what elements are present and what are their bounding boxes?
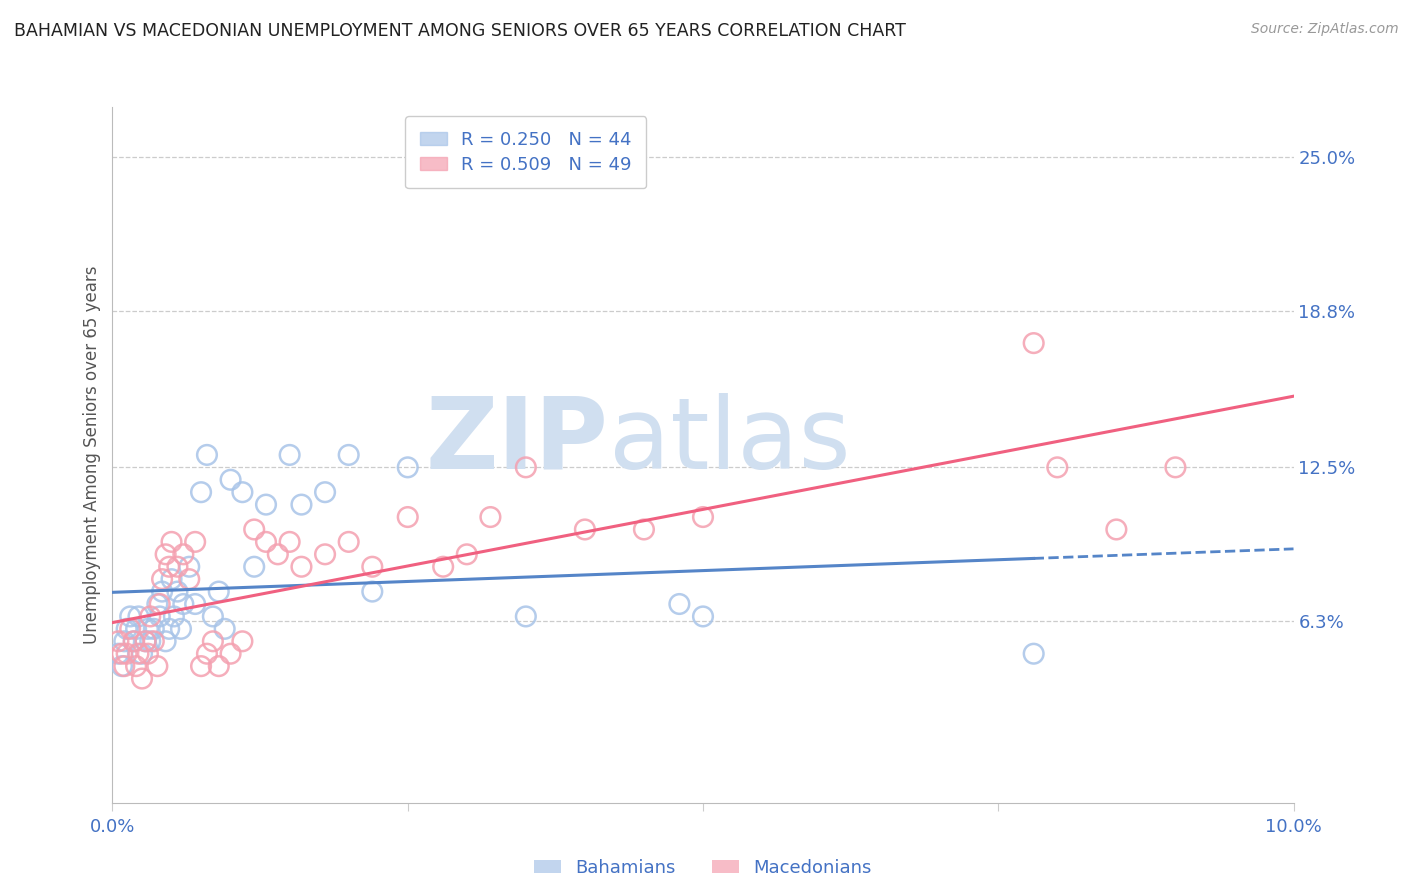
Point (574, 523, 596, 537)
Point (166, 559, 188, 574)
Point (131, 672, 153, 686)
Point (111, 659, 134, 673)
Point (1164, 460, 1187, 475)
Point (219, 647, 242, 661)
Point (267, 547, 290, 561)
Point (107, 647, 129, 661)
Point (208, 584, 231, 599)
Point (111, 647, 134, 661)
Point (692, 609, 714, 624)
Point (112, 634, 135, 648)
Point (396, 510, 419, 524)
Point (337, 535, 360, 549)
Point (231, 634, 253, 648)
Point (208, 659, 231, 673)
Point (184, 597, 207, 611)
Point (149, 609, 172, 624)
Point (122, 634, 145, 648)
Point (190, 659, 212, 673)
Point (1022, 647, 1045, 661)
Point (127, 647, 149, 661)
Point (515, 609, 537, 624)
Point (150, 584, 173, 599)
Point (633, 523, 655, 537)
Point (166, 584, 188, 599)
Point (195, 647, 218, 661)
Point (155, 634, 177, 648)
Point (125, 659, 148, 673)
Text: atlas: atlas (609, 392, 851, 490)
Legend: Bahamians, Macedonians: Bahamians, Macedonians (527, 852, 879, 884)
Point (125, 622, 148, 636)
Point (214, 622, 236, 636)
Point (479, 510, 502, 524)
Point (254, 535, 277, 549)
Y-axis label: Unemployment Among Seniors over 65 years: Unemployment Among Seniors over 65 years (83, 266, 101, 644)
Point (136, 647, 159, 661)
Point (515, 460, 537, 475)
Point (243, 523, 266, 537)
Point (157, 559, 180, 574)
Point (115, 647, 138, 661)
Point (201, 609, 224, 624)
Point (190, 485, 212, 500)
Point (131, 647, 153, 661)
Point (184, 535, 207, 549)
Point (396, 460, 419, 475)
Point (231, 485, 253, 500)
Point (135, 634, 157, 648)
Point (135, 634, 157, 648)
Point (142, 622, 165, 636)
Point (201, 634, 224, 648)
Point (150, 572, 173, 586)
Point (160, 535, 183, 549)
Point (1105, 523, 1128, 537)
Point (122, 634, 145, 648)
Point (278, 535, 301, 549)
Point (170, 622, 193, 636)
Point (219, 473, 242, 487)
Point (254, 498, 277, 512)
Point (146, 659, 169, 673)
Point (179, 559, 201, 574)
Point (139, 609, 162, 624)
Point (139, 634, 162, 648)
Point (179, 572, 201, 586)
Point (243, 559, 266, 574)
Point (160, 572, 183, 586)
Point (120, 609, 142, 624)
Point (1046, 460, 1069, 475)
Point (172, 597, 194, 611)
Point (195, 448, 218, 462)
Point (136, 622, 159, 636)
Point (115, 622, 138, 636)
Point (1022, 336, 1045, 351)
Point (456, 547, 478, 561)
Point (278, 448, 301, 462)
Point (107, 634, 129, 648)
Point (155, 547, 177, 561)
Point (163, 609, 186, 624)
Point (314, 485, 336, 500)
Point (314, 547, 336, 561)
Point (361, 559, 384, 574)
Point (127, 609, 149, 624)
Point (290, 559, 312, 574)
Point (112, 659, 135, 673)
Point (172, 547, 194, 561)
Point (337, 448, 360, 462)
Point (692, 510, 714, 524)
Point (432, 559, 454, 574)
Point (146, 597, 169, 611)
Point (142, 634, 165, 648)
Text: BAHAMIAN VS MACEDONIAN UNEMPLOYMENT AMONG SENIORS OVER 65 YEARS CORRELATION CHAR: BAHAMIAN VS MACEDONIAN UNEMPLOYMENT AMON… (14, 22, 905, 40)
Point (668, 597, 690, 611)
Point (149, 597, 172, 611)
Point (290, 498, 312, 512)
Point (157, 622, 180, 636)
Text: Source: ZipAtlas.com: Source: ZipAtlas.com (1251, 22, 1399, 37)
Point (120, 622, 142, 636)
Point (361, 584, 384, 599)
Text: ZIP: ZIP (426, 392, 609, 490)
